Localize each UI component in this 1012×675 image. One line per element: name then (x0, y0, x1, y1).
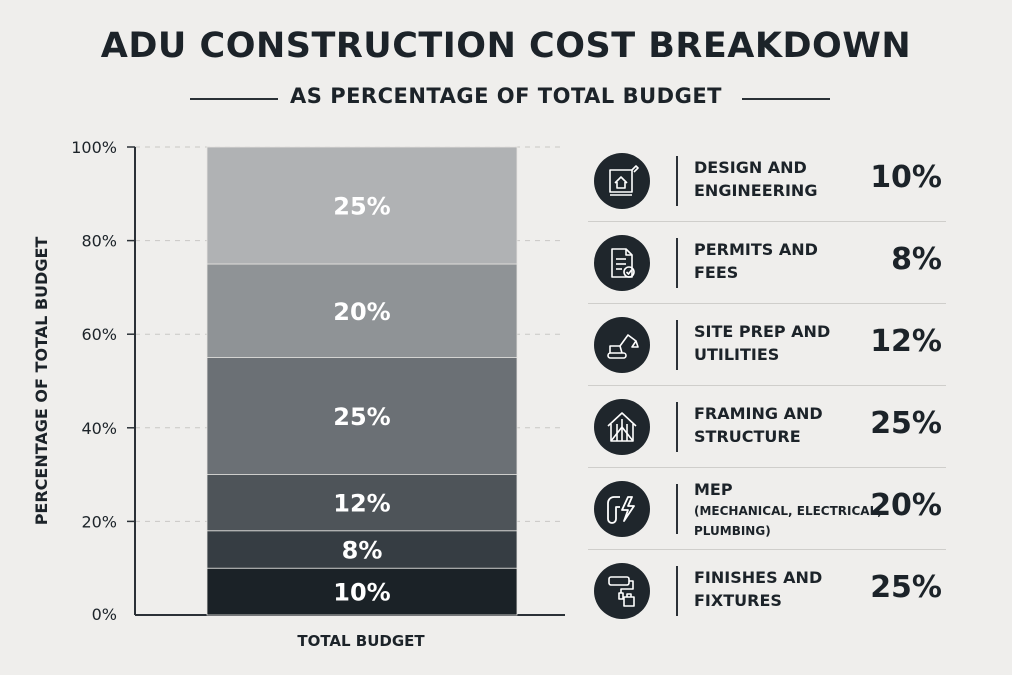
legend-label: SITE PREP AND UTILITIES (694, 320, 884, 366)
legend-row: FINISHES AND FIXTURES 25% (588, 550, 946, 631)
y-tick-labels: 0% 20% 40% 60% 80% 100% (71, 138, 135, 624)
subtitle-bar: AS PERCENTAGE OF TOTAL BUDGET (0, 84, 1012, 114)
legend-value: 12% (870, 324, 942, 359)
y-tick-label: 40% (81, 419, 117, 438)
segment-label: 20% (333, 298, 390, 326)
legend-row: SITE PREP AND UTILITIES 12% (588, 304, 946, 386)
y-tick-label: 100% (71, 138, 117, 157)
pipe-bolt-icon (594, 481, 650, 537)
legend-label-line1: SITE PREP AND (694, 322, 831, 341)
y-tick-label: 20% (81, 512, 117, 531)
legend-label-line2: STRUCTURE (694, 427, 801, 446)
legend-label-line1: MEP (694, 480, 733, 499)
legend-separator (676, 156, 678, 206)
legend-separator (676, 566, 678, 616)
legend-value: 25% (870, 406, 942, 441)
legend: DESIGN AND ENGINEERING 10% PERMITS AND FEES 8… (588, 140, 946, 631)
segment-label: 25% (333, 193, 390, 221)
document-check-icon (594, 235, 650, 291)
y-tick-label: 0% (92, 605, 117, 624)
y-tick-label: 80% (81, 232, 117, 251)
legend-label: MEP (MECHANICAL, ELECTRICAL, PLUMBING) (694, 478, 884, 541)
y-tick-label: 60% (81, 325, 117, 344)
legend-label-line2: ENGINEERING (694, 181, 818, 200)
legend-separator (676, 320, 678, 370)
legend-separator (676, 402, 678, 452)
page-subtitle: AS PERCENTAGE OF TOTAL BUDGET (290, 84, 722, 108)
legend-label-line1: PERMITS AND (694, 240, 818, 259)
bar-segment (206, 263, 518, 358)
legend-label-line1: DESIGN AND (694, 158, 807, 177)
legend-label-line1: FINISHES AND (694, 568, 823, 587)
legend-label-line2: UTILITIES (694, 345, 780, 364)
page-title: ADU CONSTRUCTION COST BREAKDOWN (100, 26, 912, 66)
legend-label: FINISHES AND FIXTURES (694, 566, 884, 612)
legend-label: DESIGN AND ENGINEERING (694, 156, 884, 202)
excavator-icon (594, 317, 650, 373)
segment-label: 12% (333, 490, 390, 518)
legend-value: 25% (870, 570, 942, 605)
legend-separator (676, 484, 678, 534)
segment-label: 8% (342, 536, 383, 564)
legend-value: 20% (870, 488, 942, 523)
bar-segment (206, 530, 518, 569)
legend-row: PERMITS AND FEES 8% (588, 222, 946, 304)
legend-row: DESIGN AND ENGINEERING 10% (588, 140, 946, 222)
segment-label: 10% (333, 579, 390, 607)
legend-value: 8% (891, 242, 942, 277)
bar-segment (206, 567, 518, 616)
stacked-bar-chart: 0% 20% 40% 60% 80% 100% 10% 8% 12% 25% 20% 25% PER… (32, 138, 565, 650)
legend-label-line2: FEES (694, 263, 739, 282)
legend-separator (676, 238, 678, 288)
legend-label: FRAMING AND STRUCTURE (694, 402, 884, 448)
blueprint-icon (594, 153, 650, 209)
legend-label-line2: FIXTURES (694, 591, 782, 610)
x-axis-label: TOTAL BUDGET (297, 632, 425, 650)
house-frame-icon (594, 399, 650, 455)
subtitle-rule-left (190, 98, 278, 100)
paint-roller-icon (594, 563, 650, 619)
legend-label: PERMITS AND FEES (694, 238, 884, 284)
segment-label: 25% (333, 403, 390, 431)
legend-row: MEP (MECHANICAL, ELECTRICAL, PLUMBING) 20% (588, 468, 946, 550)
legend-row: FRAMING AND STRUCTURE 25% (588, 386, 946, 468)
bar-segment (206, 357, 518, 476)
legend-label-sub: (MECHANICAL, ELECTRICAL, PLUMBING) (694, 504, 882, 538)
legend-label-line1: FRAMING AND (694, 404, 823, 423)
legend-value: 10% (870, 160, 942, 195)
y-axis-label: PERCENTAGE OF TOTAL BUDGET (32, 237, 51, 526)
subtitle-rule-right (742, 98, 830, 100)
bar-segments (206, 146, 518, 616)
bar-segment (206, 474, 518, 532)
segment-labels: 10% 8% 12% 25% 20% 25% (333, 193, 390, 607)
bar-segment (206, 146, 518, 265)
